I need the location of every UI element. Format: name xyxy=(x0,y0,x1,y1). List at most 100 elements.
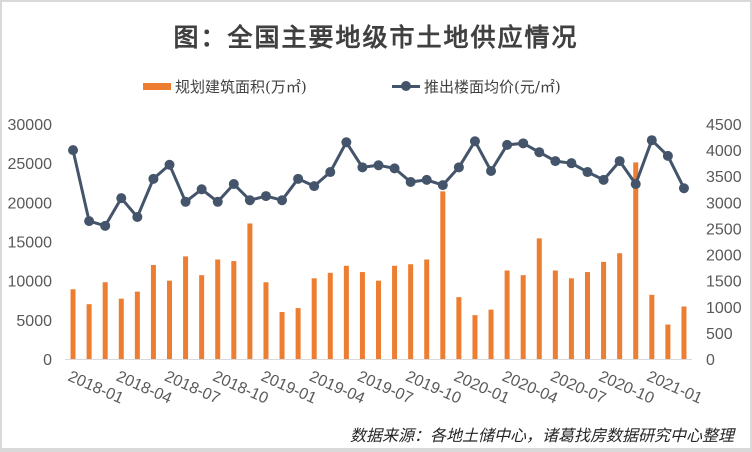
bar xyxy=(424,259,430,359)
x-tick-label: 2021-01 xyxy=(644,368,705,407)
bar xyxy=(440,191,446,359)
bar xyxy=(552,270,558,359)
line-marker xyxy=(196,184,207,195)
legend-item-bar: 规划建筑面积(万㎡) xyxy=(143,74,307,98)
bar xyxy=(167,280,172,359)
legend-item-line: 推出楼面均价(元/㎡) xyxy=(392,74,561,98)
y-tick-label: 5000 xyxy=(16,313,52,330)
bar xyxy=(408,264,414,359)
bar xyxy=(359,272,365,359)
bar xyxy=(536,238,542,359)
line-marker xyxy=(244,195,255,206)
bar xyxy=(231,261,237,359)
line-marker xyxy=(518,138,529,149)
y-tick-label: 20000 xyxy=(8,195,53,212)
line-marker xyxy=(534,147,545,158)
bar xyxy=(568,278,574,359)
line-marker xyxy=(453,162,464,173)
y2-tick-label: 4000 xyxy=(706,143,742,160)
line-marker xyxy=(598,174,609,185)
bar xyxy=(681,306,687,359)
line-marker xyxy=(373,160,384,171)
legend-line-label: 推出楼面均价(元/㎡) xyxy=(424,77,561,96)
line-marker xyxy=(309,181,320,192)
line-marker xyxy=(437,180,448,191)
bar xyxy=(150,265,156,359)
bar xyxy=(279,312,285,359)
bar xyxy=(263,282,269,359)
bar xyxy=(472,315,478,359)
line-marker xyxy=(630,179,641,190)
y-tick-label: 0 xyxy=(43,352,52,369)
bar xyxy=(118,298,124,359)
y2-tick-label: 2500 xyxy=(706,221,742,238)
bar xyxy=(199,275,205,359)
y-tick-label: 10000 xyxy=(8,274,53,291)
bar xyxy=(488,309,494,359)
bar xyxy=(392,265,398,359)
bar xyxy=(633,162,639,359)
line-marker xyxy=(405,176,416,187)
line-marker xyxy=(550,156,561,167)
line-marker xyxy=(277,195,288,206)
line-marker xyxy=(421,174,432,185)
line-marker xyxy=(228,179,239,190)
bar xyxy=(520,275,526,359)
y-tick-label: 25000 xyxy=(8,156,53,173)
y2-tick-label: 2000 xyxy=(706,248,742,265)
line-marker xyxy=(212,196,223,207)
line-marker-icon xyxy=(392,80,420,91)
y2-tick-label: 1500 xyxy=(706,274,742,291)
line-marker xyxy=(148,173,159,184)
line-marker xyxy=(357,162,368,173)
y2-tick-label: 3000 xyxy=(706,195,742,212)
bar xyxy=(585,272,590,359)
line-marker xyxy=(180,196,191,207)
line-marker xyxy=(132,211,143,222)
y2-tick-label: 0 xyxy=(706,352,715,369)
y2-tick-label: 3500 xyxy=(706,169,742,186)
bar xyxy=(617,253,623,359)
bar xyxy=(649,294,655,359)
bar xyxy=(343,265,349,359)
line-marker xyxy=(566,158,577,169)
bar xyxy=(247,223,253,359)
line-marker xyxy=(614,156,625,167)
line-marker xyxy=(164,159,175,170)
bar xyxy=(601,261,607,359)
line-marker xyxy=(116,193,127,204)
line-marker xyxy=(68,145,79,156)
y2-tick-label: 500 xyxy=(706,326,733,343)
bar-swatch-icon xyxy=(143,82,171,90)
y2-tick-label: 1000 xyxy=(706,300,742,317)
legend: 规划建筑面积(万㎡) 推出楼面均价(元/㎡) xyxy=(0,74,752,98)
y-tick-label: 30000 xyxy=(8,117,53,134)
bar xyxy=(376,280,381,359)
line-marker xyxy=(662,150,673,161)
line-marker xyxy=(582,167,593,178)
bar xyxy=(183,256,189,359)
bar xyxy=(665,324,671,359)
y2-tick-label: 4500 xyxy=(706,117,742,134)
bar xyxy=(456,297,462,359)
bar xyxy=(327,272,333,359)
line-marker xyxy=(486,166,497,176)
line-marker xyxy=(646,135,657,146)
legend-bar-label: 规划建筑面积(万㎡) xyxy=(175,77,307,96)
price-line xyxy=(71,138,686,228)
line-marker xyxy=(502,139,513,150)
data-source-note: 数据来源：各地土储中心，诸葛找房数据研究中心整理 xyxy=(349,426,734,445)
line-marker xyxy=(260,191,271,202)
line-marker xyxy=(84,216,95,227)
y-tick-label: 15000 xyxy=(8,235,53,252)
line-marker xyxy=(389,163,400,174)
line-marker xyxy=(100,220,111,231)
bar xyxy=(215,259,221,359)
chart-title: 图：全国主要地级市土地供应情况 xyxy=(173,23,579,52)
line-marker xyxy=(469,136,480,147)
bar xyxy=(134,291,140,359)
bar xyxy=(504,270,510,359)
line-marker xyxy=(678,183,689,194)
